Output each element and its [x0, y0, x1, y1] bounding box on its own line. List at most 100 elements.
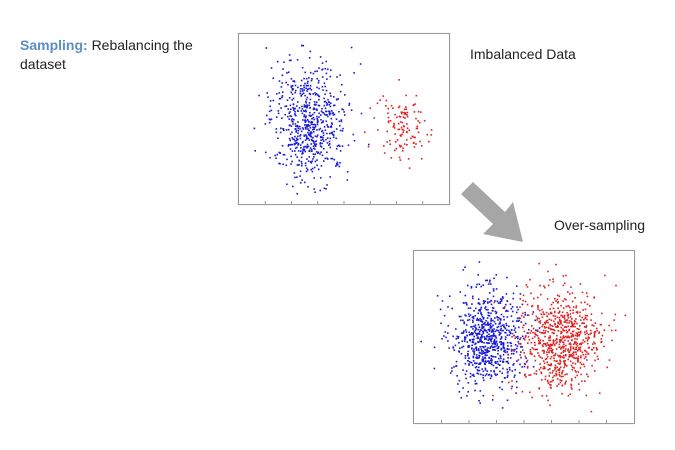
scatter-point [557, 369, 560, 372]
scatter-point [405, 106, 407, 108]
scatter-point [496, 345, 498, 347]
scatter-point [296, 146, 298, 149]
scatter-point [318, 104, 321, 107]
scatter-point [486, 331, 488, 334]
scatter-point [472, 319, 474, 322]
scatter-point [295, 129, 298, 132]
scatter-point [344, 94, 346, 96]
scatter-point [597, 358, 599, 360]
scatter-point [280, 86, 283, 88]
scatter-point [465, 301, 467, 304]
scatter-point [405, 108, 408, 110]
scatter-point [484, 374, 487, 377]
scatter-point [336, 145, 339, 147]
scatter-point [517, 308, 519, 311]
scatter-point [552, 341, 555, 343]
scatter-point [555, 337, 558, 340]
scatter-point [287, 83, 289, 86]
scatter-point [564, 382, 567, 384]
scatter-point [502, 343, 505, 346]
scatter-point [538, 354, 540, 357]
scatter-point [401, 150, 404, 152]
scatter-point [539, 320, 542, 322]
scatter-point [558, 295, 561, 297]
scatter-point [480, 336, 482, 339]
scatter-point [494, 310, 497, 313]
scatter-point [509, 331, 511, 333]
scatter-point [487, 308, 489, 311]
scatter-point [484, 345, 487, 348]
scatter-point [329, 126, 332, 128]
scatter-point [506, 347, 509, 350]
scatter-point [548, 383, 551, 386]
scatter-point [321, 76, 324, 78]
scatter-point [314, 94, 317, 96]
scatter-point [501, 407, 504, 409]
scatter-point [348, 102, 351, 105]
scatter-point [593, 370, 596, 372]
scatter-point [359, 63, 362, 65]
scatter-point [503, 350, 506, 352]
scatter-point [506, 316, 509, 318]
scatter-point [481, 314, 483, 316]
scatter-point [525, 357, 527, 359]
scatter-point [490, 322, 492, 325]
scatter-point [471, 316, 474, 319]
scatter-point [311, 160, 313, 162]
scatter-point [322, 121, 324, 123]
scatter-point [568, 328, 571, 331]
scatter-point [577, 359, 579, 362]
scatter-point [515, 351, 518, 353]
scatter-point [468, 346, 470, 348]
scatter-point [521, 390, 524, 393]
imbalanced-data-label: Imbalanced Data [470, 46, 576, 62]
scatter-point [307, 145, 310, 148]
scatter-point [545, 326, 548, 329]
scatter-point [479, 317, 481, 320]
scatter-point [565, 348, 567, 350]
scatter-point [482, 350, 485, 353]
scatter-point [579, 330, 582, 333]
scatter-point [543, 362, 546, 365]
scatter-point [348, 104, 350, 106]
scatter-point [295, 139, 298, 141]
scatter-point [301, 93, 304, 96]
scatter-point [548, 347, 551, 349]
scatter-point [531, 305, 533, 308]
scatter-point [287, 145, 290, 147]
scatter-point [320, 139, 322, 141]
scatter-point [492, 335, 494, 338]
scatter-point [338, 144, 340, 147]
scatter-point [299, 90, 302, 92]
scatter-point [482, 352, 484, 354]
scatter-point [561, 392, 563, 395]
scatter-point [551, 312, 553, 315]
scatter-point [554, 315, 556, 317]
scatter-point [322, 134, 325, 137]
scatter-point [563, 345, 565, 348]
scatter-point [487, 323, 489, 325]
scatter-point [563, 360, 565, 362]
scatter-point [474, 326, 477, 328]
scatter-point [485, 330, 488, 332]
scatter-point [551, 349, 554, 351]
scatter-point [526, 286, 529, 288]
scatter-point [480, 334, 483, 337]
scatter-point [408, 129, 411, 131]
scatter-point [309, 107, 311, 109]
scatter-point [534, 348, 537, 351]
scatter-point [483, 342, 485, 344]
scatter-point [509, 332, 512, 334]
scatter-point [483, 328, 486, 331]
scatter-point [580, 301, 583, 304]
scatter-point [564, 282, 566, 285]
scatter-point [558, 369, 561, 371]
scatter-point [476, 369, 479, 371]
scatter-point [449, 372, 452, 374]
scatter-point [539, 339, 542, 341]
scatter-point [452, 347, 455, 349]
scatter-point [521, 346, 524, 348]
scatter-point [476, 317, 479, 320]
scatter-point [537, 308, 539, 310]
scatter-point [319, 145, 322, 147]
